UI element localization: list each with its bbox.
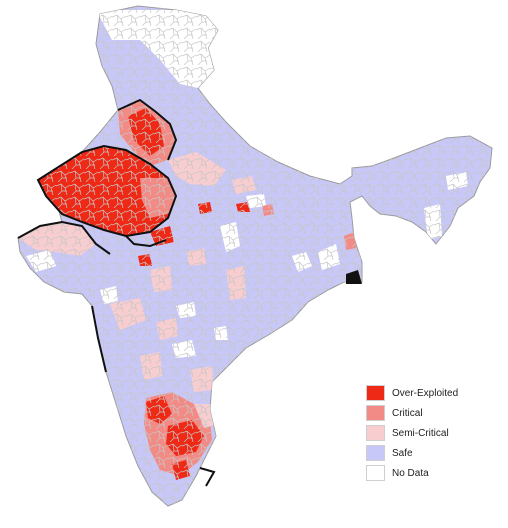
state-border-mp-edge [125, 235, 167, 248]
legend: Over-Exploited Critical Semi-Critical Sa… [366, 383, 476, 483]
state-border-gujarat [17, 220, 111, 255]
state-border-maharashtra-coast [91, 305, 107, 373]
legend-label: Semi-Critical [392, 427, 449, 439]
legend-swatch [366, 465, 385, 481]
legend-label: Critical [392, 407, 423, 419]
legend-label: No Data [392, 467, 429, 479]
legend-swatch [366, 445, 385, 461]
legend-swatch [366, 385, 385, 401]
legend-item-critical: Critical [366, 403, 476, 423]
legend-item-over-exploited: Over-Exploited [366, 383, 476, 403]
legend-swatch [366, 425, 385, 441]
state-border-punjab [117, 98, 178, 161]
legend-item-no-data: No Data [366, 463, 476, 483]
legend-item-semi-critical: Semi-Critical [366, 423, 476, 443]
legend-swatch [366, 405, 385, 421]
region-black-patch [346, 270, 362, 284]
state-border-rajasthan [36, 144, 178, 238]
state-border-south-east [199, 467, 216, 487]
legend-label: Over-Exploited [392, 387, 459, 399]
legend-label: Safe [392, 447, 413, 459]
legend-item-safe: Safe [366, 443, 476, 463]
